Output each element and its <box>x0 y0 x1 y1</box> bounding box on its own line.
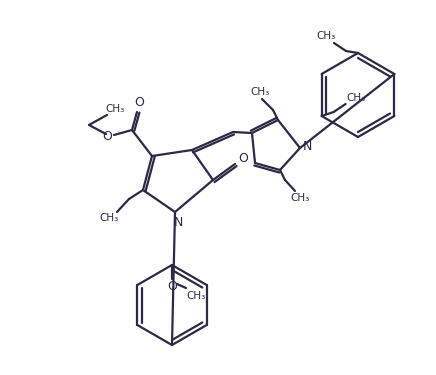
Text: N: N <box>174 216 183 229</box>
Text: O: O <box>167 280 177 294</box>
Text: CH₃: CH₃ <box>250 87 269 97</box>
Text: CH₃: CH₃ <box>317 31 336 41</box>
Text: CH₃: CH₃ <box>99 213 119 223</box>
Text: CH₃: CH₃ <box>346 93 365 103</box>
Text: CH₃: CH₃ <box>290 193 310 203</box>
Text: O: O <box>134 96 144 109</box>
Text: N: N <box>302 140 312 153</box>
Text: O: O <box>102 129 112 142</box>
Text: CH₃: CH₃ <box>186 291 206 301</box>
Text: CH₃: CH₃ <box>106 104 125 114</box>
Text: O: O <box>238 153 248 165</box>
